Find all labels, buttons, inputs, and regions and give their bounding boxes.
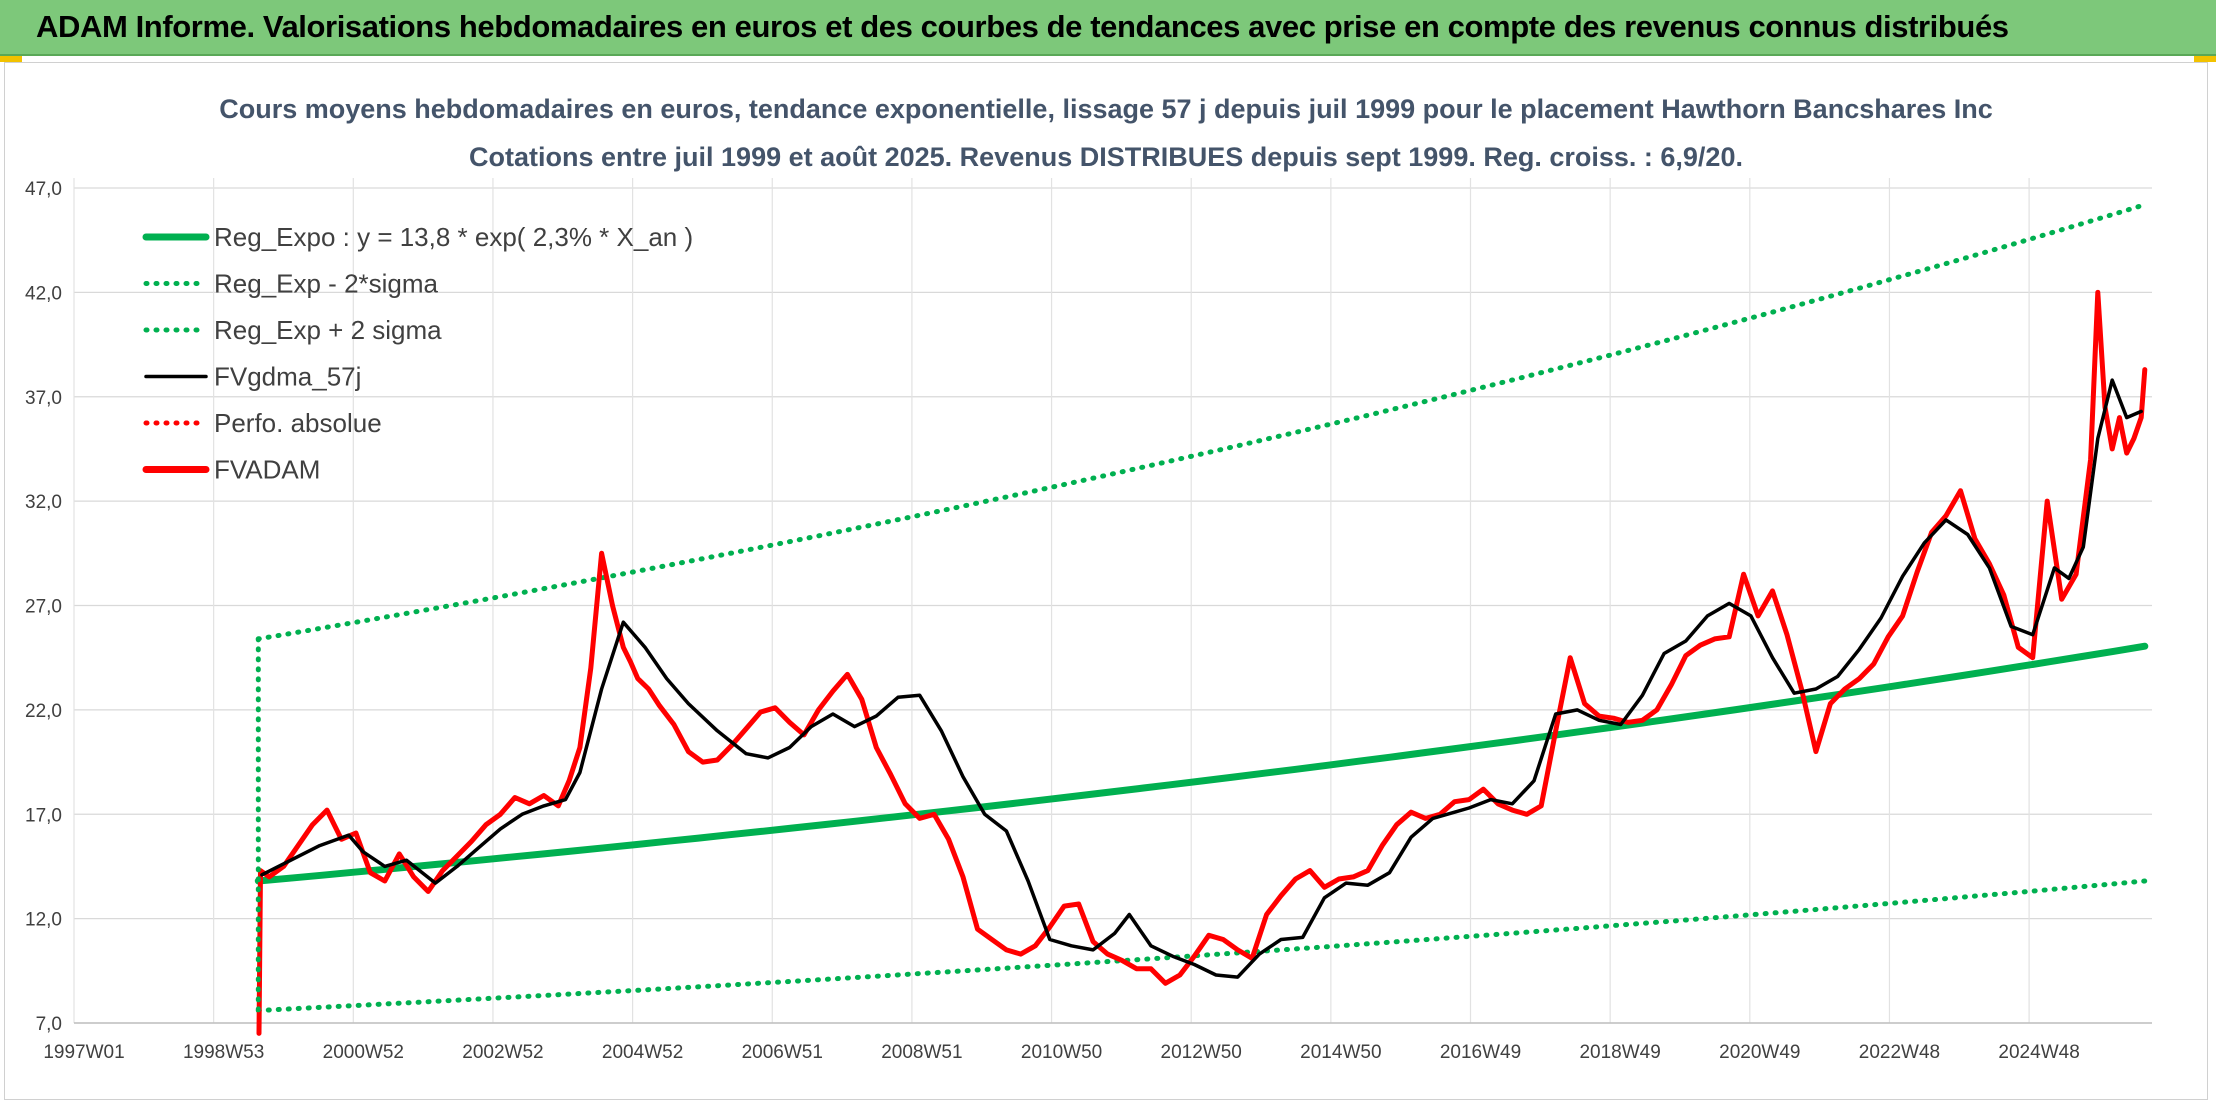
- corner-mark-right: [2194, 56, 2216, 62]
- y-tick-label: 27,0: [25, 597, 62, 618]
- report-banner: ADAM Informe. Valorisations hebdomadaire…: [0, 0, 2216, 56]
- series-reg-expo-y-13-8-exp-2-3-x-an: [254, 642, 2149, 885]
- chart-title-line1: Cours moyens hebdomadaires en euros, ten…: [219, 94, 1993, 124]
- report-title: ADAM Informe. Valorisations hebdomadaire…: [36, 9, 2009, 44]
- x-tick-label: 2022W48: [1859, 1042, 1940, 1063]
- x-tick-label: 2024W48: [1998, 1042, 2079, 1063]
- plot-series: [254, 202, 2149, 1036]
- legend: Reg_Expo : y = 13,8 * exp( 2,3% * X_an )…: [142, 222, 693, 485]
- y-tick-label: 37,0: [25, 388, 62, 409]
- chart-frame: [4, 62, 2208, 1100]
- legend-label: Perfo. absolue: [214, 408, 382, 438]
- x-tick-label: 2018W49: [1579, 1042, 1660, 1063]
- series-fvgdma-57j: [260, 378, 2143, 979]
- x-tick-label: 2010W50: [1021, 1042, 1102, 1063]
- x-tick-label: 2020W49: [1719, 1042, 1800, 1063]
- x-tick-label: 2016W49: [1440, 1042, 1521, 1063]
- x-tick-label: 2004W52: [602, 1042, 683, 1063]
- chart-title-line2: Cotations entre juil 1999 et août 2025. …: [469, 142, 1743, 172]
- series-fvadam: [256, 289, 2148, 1036]
- legend-label: FVADAM: [214, 455, 320, 485]
- x-tick-label: 2002W52: [462, 1042, 543, 1063]
- y-tick-label: 32,0: [25, 492, 62, 513]
- x-tick-label: 2012W50: [1161, 1042, 1242, 1063]
- y-tick-label: 12,0: [25, 910, 62, 931]
- corner-mark-left: [0, 56, 22, 62]
- gridlines: [73, 178, 2152, 1024]
- y-tick-label: 7,0: [36, 1014, 62, 1035]
- y-tick-label: 47,0: [25, 179, 62, 200]
- axis-tick-labels: 7,0 12,0 17,0 22,0 27,0 32,0 37,0 42,0 47,0 1997W…: [25, 179, 2152, 1063]
- legend-label: Reg_Exp + 2 sigma: [214, 315, 442, 345]
- x-tick-label: 2006W51: [742, 1042, 823, 1063]
- x-tick-label: 1998W53: [183, 1042, 264, 1063]
- x-tick-label: 2014W50: [1300, 1042, 1381, 1063]
- y-tick-label: 42,0: [25, 283, 62, 304]
- x-tick-label: 2008W51: [881, 1042, 962, 1063]
- legend-label: FVgdma_57j: [214, 362, 361, 392]
- legend-label: Reg_Exp - 2*sigma: [214, 269, 439, 299]
- y-tick-label: 22,0: [25, 701, 62, 722]
- legend-label: Reg_Expo : y = 13,8 * exp( 2,3% * X_an ): [214, 222, 693, 252]
- y-tick-label: 17,0: [25, 805, 62, 826]
- series-reg-exp-2-sigma: [255, 202, 2148, 642]
- x-tick-label: 1997W01: [43, 1042, 124, 1063]
- x-tick-label: 2000W52: [323, 1042, 404, 1063]
